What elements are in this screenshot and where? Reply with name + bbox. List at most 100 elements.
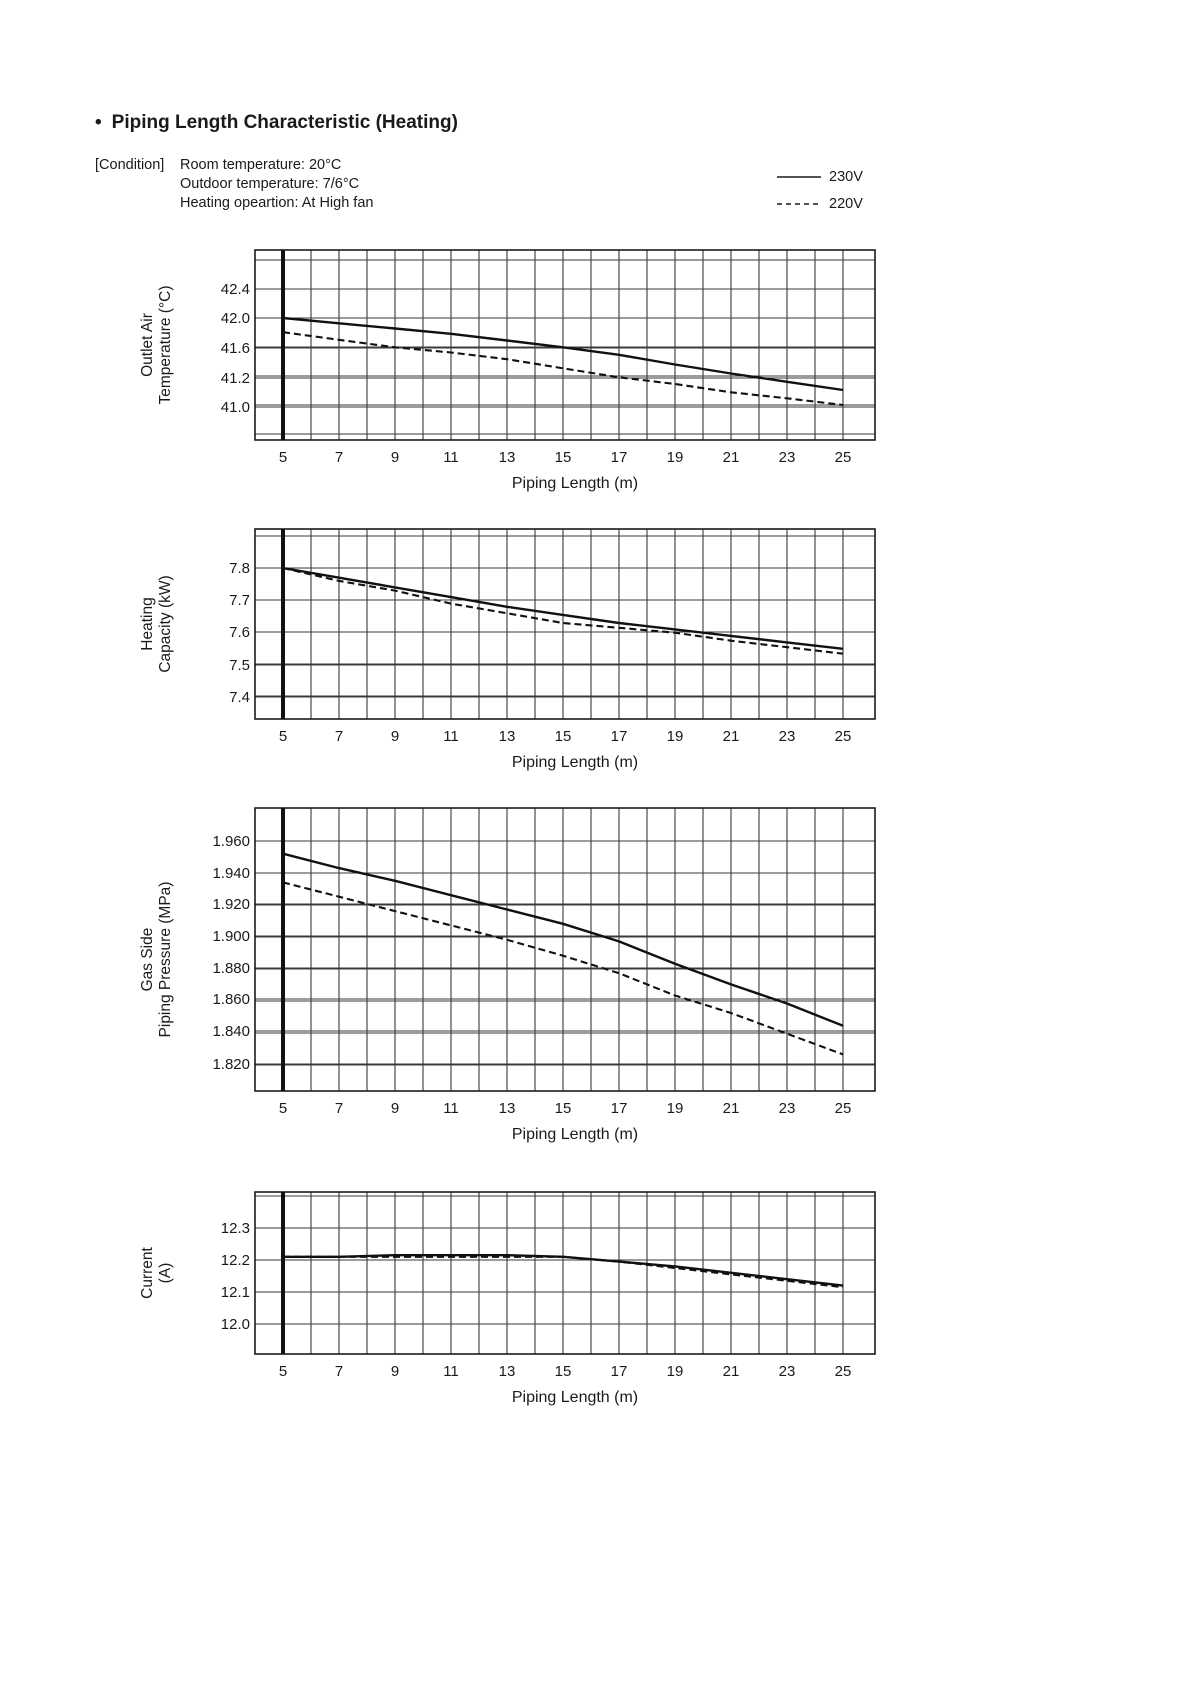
legend-dashed-line-icon <box>777 203 821 205</box>
legend-label-230v: 230V <box>829 169 863 185</box>
legend-entry-220v: 220V <box>777 196 863 212</box>
x-axis-label: Piping Length (m) <box>512 1126 638 1143</box>
page-heading: • Piping Length Characteristic (Heating) <box>95 112 458 134</box>
y-tick-label: 7.7 <box>229 592 250 609</box>
plot-frame <box>254 528 876 720</box>
x-tick-label: 23 <box>779 1363 796 1380</box>
x-tick-label: 5 <box>279 1100 287 1117</box>
x-tick-label: 25 <box>835 449 852 466</box>
y-tick-label: 1.900 <box>212 928 250 945</box>
y-tick-label: 1.840 <box>212 1023 250 1040</box>
x-tick-label: 15 <box>555 449 572 466</box>
y-tick-label: 1.860 <box>212 991 250 1008</box>
condition-heating-operation: Heating opeartion: At High fan <box>180 195 374 211</box>
x-tick-label: 9 <box>391 1363 399 1380</box>
x-tick-label: 13 <box>499 1100 516 1117</box>
page-title: Piping Length Characteristic (Heating) <box>111 112 458 133</box>
y-axis-label: Heating <box>139 597 156 650</box>
x-tick-label: 11 <box>443 449 459 466</box>
x-axis-label: Piping Length (m) <box>512 475 638 492</box>
y-tick-label: 12.2 <box>221 1252 250 1269</box>
x-tick-label: 21 <box>723 449 740 466</box>
x-tick-label: 5 <box>279 1363 287 1380</box>
x-axis-label: Piping Length (m) <box>512 754 638 771</box>
y-tick-label: 41.2 <box>221 370 250 387</box>
y-tick-label: 12.3 <box>221 1220 250 1237</box>
x-tick-label: 9 <box>391 1100 399 1117</box>
y-tick-label: 1.820 <box>212 1056 250 1073</box>
y-axis-label: Current <box>139 1246 156 1298</box>
x-tick-label: 9 <box>391 449 399 466</box>
y-tick-label: 1.940 <box>212 865 250 882</box>
y-axis-label: Capacity (kW) <box>157 575 174 672</box>
x-tick-label: 19 <box>667 1363 684 1380</box>
x-tick-label: 19 <box>667 449 684 466</box>
condition-room-temperature: Room temperature: 20°C <box>180 157 342 173</box>
x-tick-label: 11 <box>443 1100 459 1117</box>
x-tick-label: 17 <box>611 449 628 466</box>
x-tick-label: 5 <box>279 728 287 745</box>
y-tick-label: 7.5 <box>229 657 250 674</box>
series-line-230v <box>282 316 844 392</box>
y-tick-label: 12.1 <box>221 1284 250 1301</box>
x-tick-label: 19 <box>667 728 684 745</box>
x-tick-label: 21 <box>723 1363 740 1380</box>
x-tick-label: 17 <box>611 1100 628 1117</box>
y-tick-label: 1.880 <box>212 960 250 977</box>
series-line-230v <box>282 566 844 650</box>
x-tick-label: 15 <box>555 1363 572 1380</box>
legend-entry-230v: 230V <box>777 169 863 185</box>
x-tick-label: 13 <box>499 728 516 745</box>
plot-frame <box>254 1191 876 1355</box>
legend-label-220v: 220V <box>829 196 863 212</box>
series-line-220v <box>282 331 844 407</box>
x-tick-label: 25 <box>835 1363 852 1380</box>
heading-bullet: • <box>95 112 102 133</box>
x-tick-label: 17 <box>611 728 628 745</box>
condition-outdoor-temperature: Outdoor temperature: 7/6°C <box>180 176 360 192</box>
y-tick-label: 41.6 <box>221 340 250 357</box>
x-tick-label: 23 <box>779 449 796 466</box>
x-tick-label: 11 <box>443 728 459 745</box>
y-axis-label: (A) <box>157 1263 174 1284</box>
x-tick-label: 25 <box>835 728 852 745</box>
y-axis-label: Temperature (°C) <box>157 285 174 404</box>
x-tick-label: 7 <box>335 728 343 745</box>
series-line-230v <box>282 852 844 1027</box>
y-axis-label: Gas Side <box>139 928 156 992</box>
x-tick-label: 11 <box>443 1363 459 1380</box>
x-tick-label: 25 <box>835 1100 852 1117</box>
x-tick-label: 5 <box>279 449 287 466</box>
x-tick-label: 13 <box>499 1363 516 1380</box>
x-tick-label: 7 <box>335 449 343 466</box>
x-tick-label: 21 <box>723 1100 740 1117</box>
y-tick-label: 12.0 <box>221 1316 250 1333</box>
x-tick-label: 7 <box>335 1363 343 1380</box>
y-axis-label: Piping Pressure (MPa) <box>157 882 174 1038</box>
y-axis-label: Outlet Air <box>139 313 156 377</box>
plot-frame <box>254 807 876 1092</box>
x-tick-label: 15 <box>555 728 572 745</box>
x-tick-label: 17 <box>611 1363 628 1380</box>
condition-label: [Condition] <box>95 157 165 173</box>
x-tick-label: 13 <box>499 449 516 466</box>
y-tick-label: 41.0 <box>221 399 250 416</box>
y-tick-label: 7.4 <box>229 689 250 706</box>
series-line-220v <box>282 566 844 655</box>
x-tick-label: 15 <box>555 1100 572 1117</box>
plot-frame <box>254 249 876 441</box>
y-tick-label: 1.920 <box>212 896 250 913</box>
y-tick-label: 7.8 <box>229 560 250 577</box>
x-tick-label: 23 <box>779 728 796 745</box>
series-line-220v <box>282 881 844 1056</box>
legend-solid-line-icon <box>777 176 821 178</box>
y-tick-label: 42.0 <box>221 310 250 327</box>
x-tick-label: 9 <box>391 728 399 745</box>
x-tick-label: 7 <box>335 1100 343 1117</box>
y-tick-label: 42.4 <box>221 281 250 298</box>
y-tick-label: 1.960 <box>212 833 250 850</box>
